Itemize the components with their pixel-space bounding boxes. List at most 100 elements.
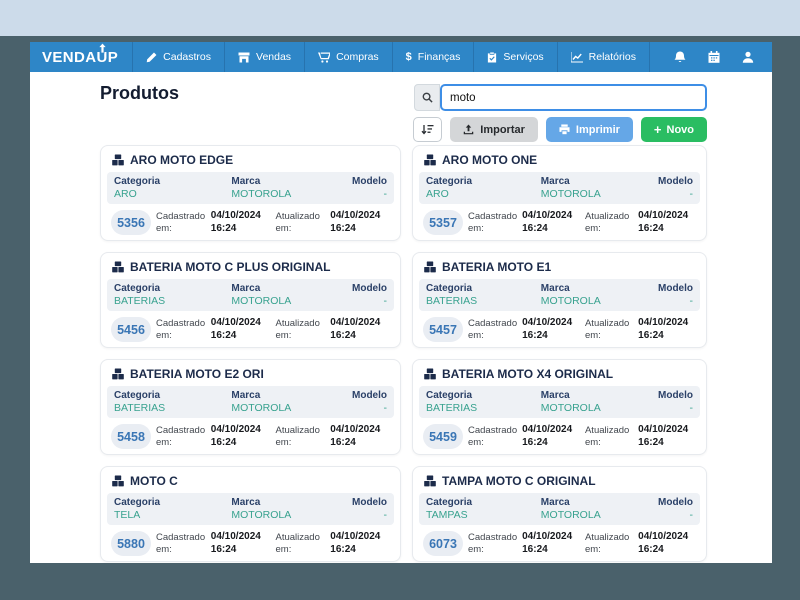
boxes-icon [112, 261, 124, 273]
product-attributes: Categoria BATERIAS Marca MOTOROLA Modelo… [419, 279, 700, 311]
model-label: Modelo [658, 176, 693, 187]
logo-text-mid: U [96, 48, 108, 66]
product-card[interactable]: ARO MOTO EDGE Categoria ARO Marca MOTORO… [100, 145, 401, 241]
created-value: 04/10/2024 16:24 [522, 531, 573, 555]
app-logo[interactable]: VENDA U P [30, 42, 132, 72]
new-button-label: Novo [666, 123, 695, 136]
model-value: - [383, 188, 388, 200]
created-value: 04/10/2024 16:24 [210, 210, 261, 234]
updated-label: Atualizado em: [584, 211, 630, 234]
brand-label: Marca [231, 283, 261, 294]
model-value: - [689, 509, 694, 521]
nav-item-compras[interactable]: Compras [304, 42, 392, 72]
import-button[interactable]: Importar [450, 117, 538, 142]
created-label: Cadastrado em: [156, 532, 206, 555]
boxes-icon [112, 475, 124, 487]
model-label: Modelo [352, 176, 387, 187]
product-name: BATERIA MOTO X4 ORIGINAL [442, 367, 614, 381]
product-card[interactable]: TAMPA MOTO C ORIGINAL Categoria TAMPAS M… [412, 466, 707, 562]
updated-label: Atualizado em: [275, 211, 320, 234]
brand-value: MOTOROLA [231, 402, 292, 414]
chart-line-icon [570, 51, 583, 62]
updated-value: 04/10/2024 16:24 [638, 424, 689, 448]
nav-item-label: Relatórios [588, 51, 636, 63]
plus-icon: + [653, 122, 662, 137]
product-attributes: Categoria BATERIAS Marca MOTOROLA Modelo… [107, 279, 394, 311]
pencil-icon [146, 52, 157, 62]
model-value: - [689, 295, 694, 307]
content-panel: Produtos Importar Imprimir + Novo [30, 72, 772, 563]
category-value: ARO [426, 188, 449, 200]
product-id-badge: 5459 [423, 424, 463, 449]
printer-icon [559, 124, 570, 135]
up-arrow-icon [97, 42, 107, 53]
product-card[interactable]: BATERIA MOTO C PLUS ORIGINAL Categoria B… [100, 252, 401, 348]
product-id-badge: 5458 [111, 424, 151, 449]
created-label: Cadastrado em: [156, 211, 206, 234]
product-name: MOTO C [130, 474, 178, 488]
product-name: BATERIA MOTO E1 [442, 260, 552, 274]
boxes-icon [112, 368, 124, 380]
boxes-icon [424, 261, 436, 273]
print-button[interactable]: Imprimir [545, 117, 633, 142]
created-label: Cadastrado em: [468, 425, 518, 448]
product-meta: 5356 Cadastrado em: 04/10/2024 16:24 Atua… [101, 204, 400, 235]
product-attributes: Categoria TELA Marca MOTOROLA Modelo - [107, 493, 394, 525]
dollar-icon: $ [405, 51, 412, 63]
bell-icon[interactable] [674, 51, 686, 64]
product-card[interactable]: BATERIA MOTO X4 ORIGINAL Categoria BATER… [412, 359, 707, 455]
category-label: Categoria [114, 176, 161, 187]
category-value: BATERIAS [426, 402, 478, 414]
nav-item-cadastros[interactable]: Cadastros [132, 42, 224, 72]
category-label: Categoria [114, 283, 161, 294]
category-label: Categoria [114, 390, 161, 401]
brand-value: MOTOROLA [231, 188, 292, 200]
nav-item-financas[interactable]: $ Finanças [391, 42, 474, 72]
brand-label: Marca [231, 176, 261, 187]
search-icon [414, 84, 440, 111]
nav-item-servicos[interactable]: Serviços [473, 42, 556, 72]
sort-button[interactable] [413, 117, 443, 142]
product-attributes: Categoria BATERIAS Marca MOTOROLA Modelo… [419, 386, 700, 418]
product-name: TAMPA MOTO C ORIGINAL [442, 474, 596, 488]
brand-value: MOTOROLA [540, 295, 601, 307]
updated-value: 04/10/2024 16:24 [638, 210, 689, 234]
nav-item-vendas[interactable]: Vendas [224, 42, 304, 72]
updated-label: Atualizado em: [275, 425, 320, 448]
brand-label: Marca [540, 390, 570, 401]
created-value: 04/10/2024 16:24 [210, 317, 261, 341]
nav-item-relatorios[interactable]: Relatórios [556, 42, 650, 72]
product-card[interactable]: BATERIA MOTO E1 Categoria BATERIAS Marca… [412, 252, 707, 348]
product-meta: 5457 Cadastrado em: 04/10/2024 16:24 Atua… [413, 311, 706, 342]
product-id-badge: 5356 [111, 210, 151, 235]
created-value: 04/10/2024 16:24 [522, 317, 573, 341]
product-meta: 5357 Cadastrado em: 04/10/2024 16:24 Atua… [413, 204, 706, 235]
model-label: Modelo [352, 283, 387, 294]
search-input[interactable] [440, 84, 707, 111]
updated-value: 04/10/2024 16:24 [638, 531, 689, 555]
clipboard-check-icon [488, 51, 497, 63]
product-id-badge: 6073 [423, 531, 463, 556]
product-id-badge: 5880 [111, 531, 151, 556]
category-value: BATERIAS [114, 295, 166, 307]
created-value: 04/10/2024 16:24 [522, 210, 573, 234]
nav-item-label: Serviços [503, 51, 544, 63]
product-id-badge: 5357 [423, 210, 463, 235]
new-button[interactable]: + Novo [640, 117, 707, 142]
product-card[interactable]: MOTO C Categoria TELA Marca MOTOROLA Mod… [100, 466, 401, 562]
updated-value: 04/10/2024 16:24 [330, 317, 381, 341]
product-card[interactable]: ARO MOTO ONE Categoria ARO Marca MOTOROL… [412, 145, 707, 241]
calendar-icon[interactable] [708, 51, 720, 63]
product-card[interactable]: BATERIA MOTO E2 ORI Categoria BATERIAS M… [100, 359, 401, 455]
updated-value: 04/10/2024 16:24 [330, 531, 381, 555]
category-label: Categoria [426, 497, 473, 508]
user-icon[interactable] [742, 51, 754, 63]
category-value: BATERIAS [114, 402, 166, 414]
updated-label: Atualizado em: [275, 532, 320, 555]
store-icon [238, 52, 250, 62]
product-name: ARO MOTO EDGE [130, 153, 234, 167]
brand-label: Marca [540, 176, 570, 187]
model-label: Modelo [352, 390, 387, 401]
brand-value: MOTOROLA [540, 509, 601, 521]
product-meta: 5458 Cadastrado em: 04/10/2024 16:24 Atua… [101, 418, 400, 449]
